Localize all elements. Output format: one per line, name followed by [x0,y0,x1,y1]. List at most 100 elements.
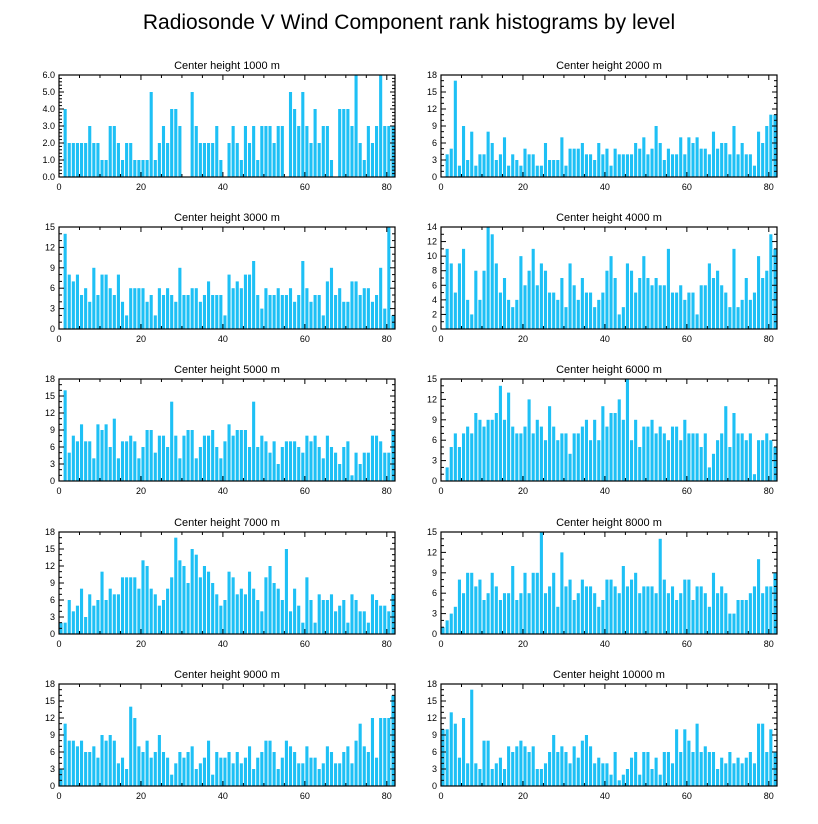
bar [478,299,482,329]
bar [186,752,190,786]
bar [391,594,395,634]
bar [383,605,387,634]
bar [494,763,498,786]
bar [120,160,125,177]
bar [576,757,580,786]
bar [773,248,777,329]
y-tick-label: 3 [432,764,437,774]
bar [523,572,527,634]
bar [301,92,305,177]
bar [646,752,650,786]
bar [354,600,358,634]
bar [621,774,625,786]
bar [149,92,153,177]
bar [288,92,293,177]
bar [342,752,346,786]
bar [707,752,711,786]
bar [453,433,457,481]
bar [305,126,309,177]
bar [71,143,75,177]
bar [276,126,280,177]
bar [597,757,601,786]
bar [744,154,748,177]
bar [149,757,153,786]
bar [494,263,498,329]
bar [313,757,317,786]
bar [543,143,548,177]
bar [773,114,777,177]
y-tick-label: 9 [432,121,437,131]
bar [502,769,507,786]
bar [470,572,474,634]
bar [334,295,338,329]
bar [243,757,247,786]
bar [752,292,757,329]
bar [457,757,461,786]
bar [531,746,535,786]
bar [207,571,211,634]
bar [634,143,638,177]
bar [157,735,161,786]
bar [474,270,478,329]
bar [556,160,560,177]
bar [519,256,523,329]
bar [642,137,646,177]
bar [453,292,457,329]
bar [157,605,161,634]
bar [379,605,383,634]
bar [247,571,252,634]
bar [515,746,519,786]
bar [149,295,153,329]
bar [63,622,67,634]
bar [215,594,219,634]
bar [276,588,280,634]
bar [552,735,556,786]
bar [125,315,129,329]
bars [59,695,395,786]
bar [527,752,531,786]
bar [362,160,366,177]
bar [211,583,215,634]
bar [511,566,515,634]
bar [186,583,190,634]
x-tick-label: 0 [56,334,61,344]
panel-6: Center height 6000 m 0 20 40 60 80 0 3 6 9 12 15 [427,364,778,496]
bar [576,148,580,177]
bar [252,261,256,329]
bar [350,475,354,481]
bar [515,433,519,481]
bar [605,148,609,177]
bar [703,746,707,786]
bar [507,746,511,786]
bar [507,299,511,329]
bar [354,740,358,786]
bar [194,554,198,634]
bar [391,126,395,177]
bar [695,586,699,634]
bar [104,274,108,329]
bar [120,301,125,329]
bar [346,109,350,177]
bar [247,447,252,481]
bar [170,109,174,177]
bar [231,126,235,177]
bar [617,593,621,634]
bar [601,600,605,634]
x-tick-label: 40 [218,791,228,801]
bar [703,433,707,481]
bar [527,270,531,329]
x-tick-label: 0 [56,486,61,496]
bar [634,419,638,481]
bar [757,256,761,329]
bar [560,278,564,329]
bar [370,594,375,634]
bar [317,447,321,481]
bar [453,723,457,786]
bar [313,295,317,329]
bar [247,143,252,177]
bar [100,274,104,329]
bar [576,433,580,481]
bar [334,611,338,634]
bar [100,735,104,786]
bar [625,263,629,329]
